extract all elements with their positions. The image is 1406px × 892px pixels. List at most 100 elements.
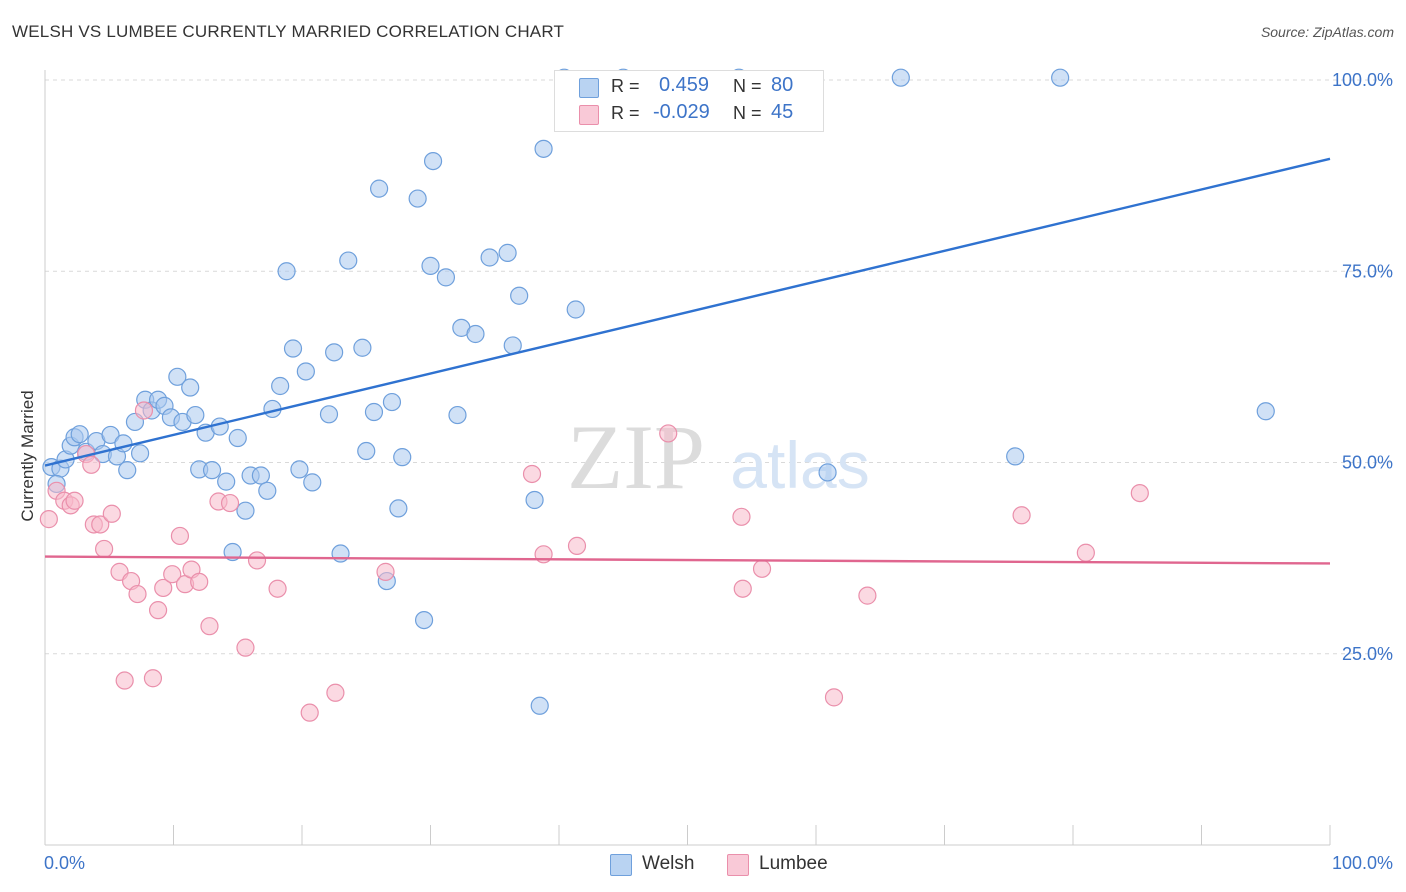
welsh-r-value: 0.459: [659, 74, 710, 96]
welsh-point: [393, 448, 412, 467]
welsh-point: [283, 339, 303, 358]
welsh-point: [186, 405, 205, 425]
legend-r-label: R =: [611, 76, 640, 96]
legend-r-label: R =: [611, 103, 640, 123]
lumbee-r-value: -0.029: [653, 101, 710, 123]
gridlines: [45, 79, 1392, 655]
lumbee-trend-line: [44, 555, 1331, 565]
legend-row-lumbee: R = -0.029 N = 45: [555, 101, 823, 127]
lumbee-point: [732, 507, 751, 526]
y-tick-label: 25.0%: [1342, 644, 1393, 664]
welsh-point: [525, 490, 544, 510]
welsh-legend-swatch: [610, 854, 632, 876]
welsh-point: [1256, 402, 1275, 421]
source-credit: Source: ZipAtlas.com: [1260, 24, 1394, 40]
lumbee-point: [148, 601, 168, 620]
welsh-point: [101, 425, 120, 445]
welsh-point: [118, 461, 137, 480]
lumbee-point: [376, 562, 395, 581]
welsh-point: [1006, 447, 1025, 466]
lumbee-point: [39, 510, 58, 529]
trend-lines: [44, 157, 1331, 565]
welsh-point: [296, 362, 315, 381]
welsh-point: [891, 68, 910, 87]
welsh-point: [325, 343, 344, 362]
welsh-point: [1051, 68, 1070, 87]
welsh-point: [370, 179, 389, 198]
welsh-point: [331, 544, 350, 563]
lumbee-point: [522, 464, 542, 484]
lumbee-point: [326, 683, 345, 702]
welsh-point: [339, 251, 358, 270]
lumbee-point: [65, 491, 84, 510]
welsh-point: [258, 481, 277, 500]
welsh-point: [236, 501, 255, 520]
welsh-point: [353, 338, 372, 357]
lumbee-point: [115, 671, 134, 690]
watermark: ZIP atlas: [567, 406, 870, 508]
lumbee-point: [1012, 506, 1031, 525]
lumbee-point: [170, 526, 190, 546]
welsh-point: [408, 189, 427, 208]
lumbee-point: [659, 424, 678, 443]
correlation-legend: R = 0.459 N = 80 R = -0.029 N = 45: [554, 70, 824, 132]
welsh-trend-line: [44, 157, 1331, 467]
welsh-point: [498, 243, 517, 262]
y-axis-label: Currently Married: [18, 390, 37, 521]
welsh-point: [319, 405, 339, 424]
welsh-point: [70, 425, 89, 444]
welsh-point: [217, 472, 236, 491]
lumbee-point: [247, 551, 267, 570]
axes: [44, 70, 1331, 846]
welsh-point: [364, 402, 384, 422]
welsh-point: [168, 367, 187, 386]
lumbee-n-value: 45: [771, 101, 794, 123]
x-tick-label: 100.0%: [1332, 853, 1393, 873]
lumbee-point: [91, 515, 110, 534]
lumbee-point: [190, 572, 209, 591]
welsh-swatch: [579, 78, 599, 98]
lumbee-point: [128, 584, 147, 604]
welsh-legend-label: Welsh: [642, 853, 695, 874]
welsh-point: [530, 696, 549, 715]
welsh-point: [423, 151, 443, 171]
welsh-point: [210, 417, 229, 436]
lumbee-point: [163, 565, 182, 584]
lumbee-point: [300, 703, 319, 722]
lumbee-point: [858, 586, 877, 605]
lumbee-point: [1076, 543, 1095, 562]
lumbee-point: [134, 401, 154, 420]
legend-row-welsh: R = 0.459 N = 80: [555, 74, 823, 100]
lumbee-point: [143, 669, 163, 688]
welsh-point: [818, 463, 837, 482]
welsh-point: [436, 268, 456, 287]
lumbee-swatch: [579, 105, 599, 125]
legend-n-label: N =: [733, 103, 762, 123]
lumbee-legend-label: Lumbee: [759, 853, 828, 874]
y-tick-label: 100.0%: [1332, 70, 1393, 90]
lumbee-legend-swatch: [727, 854, 749, 876]
lumbee-series: [39, 401, 1149, 722]
welsh-point: [566, 300, 585, 319]
welsh-point: [228, 428, 247, 448]
watermark-atlas: atlas: [730, 428, 869, 502]
lumbee-point: [95, 539, 114, 559]
lumbee-point: [154, 578, 173, 598]
welsh-point: [357, 441, 376, 461]
lumbee-point: [752, 559, 772, 578]
lumbee-point: [220, 493, 240, 513]
watermark-zip: ZIP: [567, 406, 705, 508]
legend-n-label: N =: [733, 76, 762, 96]
lumbee-point: [567, 536, 587, 555]
welsh-point: [223, 542, 242, 562]
lumbee-point: [268, 579, 287, 598]
welsh-point: [414, 610, 434, 630]
lumbee-point: [102, 504, 121, 523]
welsh-point: [290, 460, 309, 479]
x-tick-label: 0.0%: [44, 853, 85, 873]
welsh-n-value: 80: [771, 74, 794, 96]
lumbee-point: [236, 638, 255, 657]
chart-title: WELSH VS LUMBEE CURRENTLY MARRIED CORREL…: [12, 22, 565, 41]
welsh-point: [534, 139, 553, 158]
